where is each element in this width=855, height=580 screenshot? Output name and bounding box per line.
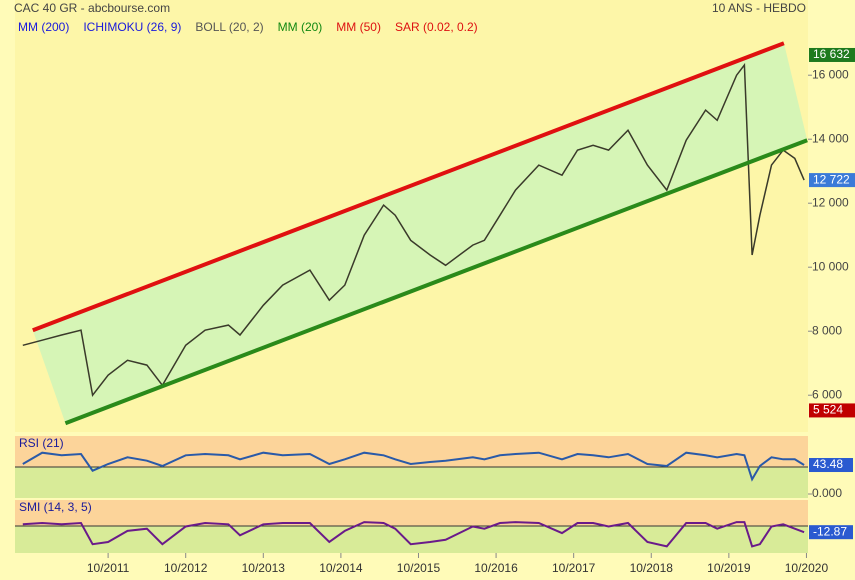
smi-upper-zone (15, 500, 808, 526)
x-tick-label: 10/2016 (474, 561, 518, 575)
x-tick-label: 10/2019 (707, 561, 751, 575)
price-marker-label: 5 524 (813, 403, 843, 417)
smi-lower-zone (15, 526, 808, 553)
y-tick-label: 10 000 (812, 259, 849, 273)
indicator-legend: ICHIMOKU (26, 9) (83, 20, 181, 34)
y-tick-label: 6 000 (812, 387, 842, 401)
price-marker-box (809, 403, 855, 418)
last-value-label: -12.87 (813, 524, 847, 538)
price-marker-box (809, 173, 855, 188)
indicator-legend: SAR (0.02, 0.2) (395, 20, 478, 34)
last-value-box (809, 458, 853, 473)
y-tick-label: 16 000 (812, 67, 849, 81)
panel-title: SMI (14, 3, 5) (19, 500, 92, 514)
y-tick-label: 0.000 (812, 486, 842, 500)
y-tick-label: 8 000 (812, 323, 842, 337)
x-tick-label: 10/2015 (397, 561, 441, 575)
price-line (22, 451, 805, 482)
panel-title: RSI (21) (19, 436, 64, 450)
chart-subtitle: 10 ANS - HEBDO (712, 1, 806, 15)
x-tick-label: 10/2012 (164, 561, 208, 575)
indicator-legend: MM (200) (18, 20, 69, 34)
x-tick-label: 10/2018 (630, 561, 674, 575)
x-tick-label: 10/2017 (552, 561, 596, 575)
indicator-legend: MM (20) (278, 20, 323, 34)
chart-title: CAC 40 GR - abcbourse.com (14, 1, 170, 15)
price-marker-box (809, 47, 855, 62)
rsi-upper-zone (15, 436, 808, 467)
x-tick-label: 10/2014 (319, 561, 363, 575)
indicator-legend: BOLL (20, 2) (195, 20, 263, 34)
x-tick-label: 10/2020 (785, 561, 829, 575)
y-tick-label: 12 000 (812, 195, 849, 209)
last-value-box (809, 525, 853, 540)
last-value-label: 43.48 (813, 457, 843, 471)
channel-fill (32, 43, 808, 424)
rsi-lower-zone (15, 467, 808, 498)
trend-line (64, 138, 808, 426)
price-line (22, 62, 805, 397)
x-tick-label: 10/2013 (242, 561, 286, 575)
x-tick-label: 10/2011 (87, 561, 130, 575)
price-marker-label: 16 632 (813, 47, 850, 61)
y-tick-label: 14 000 (812, 131, 849, 145)
price-marker-label: 12 722 (813, 172, 850, 186)
indicator-legend: MM (50) (336, 20, 381, 34)
trend-line (32, 41, 785, 333)
price-line (22, 521, 805, 548)
